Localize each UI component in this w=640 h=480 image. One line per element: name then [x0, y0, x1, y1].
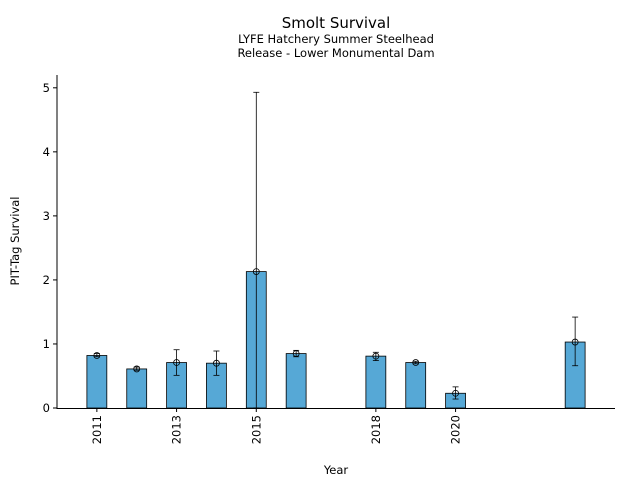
data-point-marker — [213, 359, 220, 367]
x-tick-label: 2011 — [90, 415, 104, 444]
y-tick-label: 3 — [43, 209, 50, 223]
data-point-marker — [173, 359, 180, 366]
chart-subtitle-line-2: Release - Lower Monumental Dam — [237, 46, 434, 60]
data-point-marker — [452, 389, 459, 397]
x-axis-ticks: 2011 2013 2015 2018 2020 — [90, 408, 463, 444]
bar — [285, 353, 307, 409]
data-point-marker — [133, 365, 141, 373]
x-axis-label: Year — [323, 463, 349, 477]
bar — [405, 362, 427, 409]
y-axis-label: PIT-Tag Survival — [8, 197, 22, 286]
bar — [365, 355, 387, 409]
y-tick-label: 1 — [43, 337, 50, 351]
x-tick-label: 2015 — [249, 415, 263, 444]
data-point-marker — [292, 350, 300, 357]
chart-subtitle-line-1: LYFE Hatchery Summer Steelhead — [238, 32, 434, 46]
bar — [126, 368, 148, 409]
y-tick-label: 2 — [43, 273, 50, 287]
data-point-marker — [252, 268, 260, 275]
plot-area — [86, 91, 586, 409]
y-tick-label: 0 — [43, 401, 50, 415]
y-axis-ticks: 0 1 2 3 4 5 — [43, 81, 57, 415]
bar — [86, 355, 108, 409]
data-point-marker — [93, 352, 101, 359]
data-point-marker — [571, 338, 579, 346]
y-tick-label: 5 — [43, 81, 50, 95]
x-tick-label: 2013 — [170, 415, 184, 444]
data-point-marker — [372, 352, 380, 360]
x-tick-label: 2018 — [369, 415, 383, 444]
x-tick-label: 2020 — [449, 415, 463, 444]
chart-title: Smolt Survival — [282, 14, 391, 32]
y-tick-label: 4 — [43, 145, 50, 159]
data-point-marker — [412, 359, 420, 366]
